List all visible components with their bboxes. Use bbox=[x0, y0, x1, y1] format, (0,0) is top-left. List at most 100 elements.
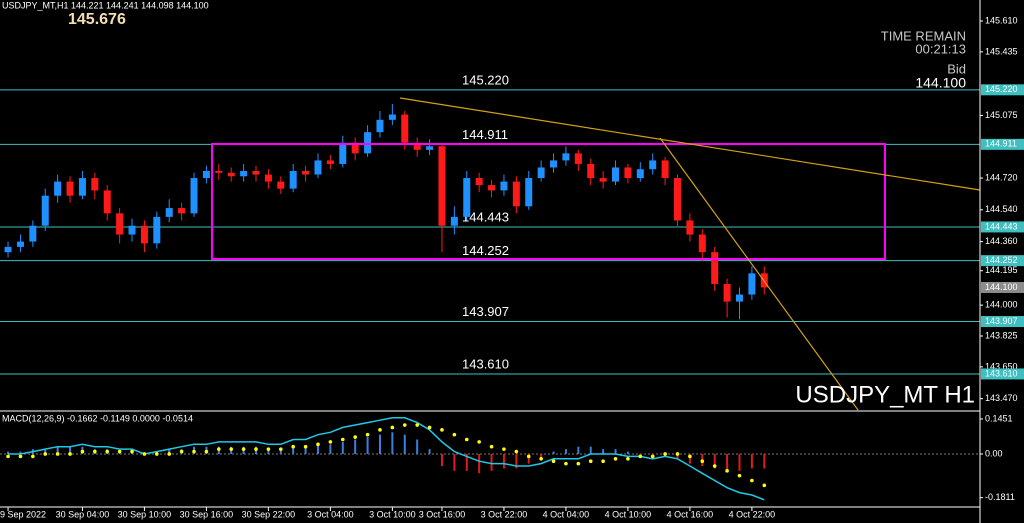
signal-dot bbox=[514, 449, 519, 454]
signal-dot bbox=[750, 478, 754, 483]
candle-body bbox=[587, 163, 595, 179]
candle-body bbox=[153, 216, 161, 244]
x-tick-label: 3 Oct 16:00 bbox=[419, 509, 466, 519]
candle-body bbox=[698, 234, 706, 253]
signal-dot bbox=[551, 459, 556, 464]
signal-dot bbox=[402, 423, 407, 427]
histogram-bar bbox=[279, 449, 282, 454]
signal-dot bbox=[737, 473, 742, 478]
candle-body bbox=[550, 160, 558, 168]
price-display: 145.676 bbox=[68, 11, 126, 28]
signal-dot bbox=[564, 461, 568, 466]
level-label: 143.907 bbox=[462, 304, 509, 319]
y-tick-label: 144.720 bbox=[985, 172, 1018, 182]
candle-body bbox=[41, 195, 49, 226]
range-box bbox=[211, 143, 886, 260]
signal-dot bbox=[340, 437, 345, 442]
signal-dot bbox=[291, 444, 295, 449]
signal-dot bbox=[266, 447, 271, 451]
level-tag-label: 143.907 bbox=[985, 316, 1018, 326]
level-label: 144.252 bbox=[462, 243, 509, 258]
histogram-bar bbox=[316, 444, 319, 454]
signal-dot bbox=[303, 444, 308, 449]
candle-body bbox=[525, 178, 533, 207]
time-remain-label: TIME REMAIN bbox=[881, 28, 966, 43]
signal-dot bbox=[229, 447, 234, 451]
candle-body bbox=[463, 178, 471, 217]
signal-dot bbox=[539, 456, 543, 461]
y-tick-label: 144.540 bbox=[985, 204, 1018, 214]
candle-body bbox=[711, 252, 719, 284]
histogram-bar bbox=[19, 451, 22, 454]
candle-body bbox=[78, 178, 86, 196]
signal-dot bbox=[192, 449, 196, 454]
level-tag-label: 145.220 bbox=[985, 84, 1018, 94]
signal-dot bbox=[328, 440, 333, 444]
bid-tag bbox=[981, 281, 1024, 293]
candle-body bbox=[674, 178, 682, 221]
histogram-bar bbox=[391, 432, 394, 454]
histogram-bar bbox=[329, 444, 332, 454]
level-label: 145.220 bbox=[462, 72, 509, 87]
y-tick-label: 143.470 bbox=[985, 393, 1018, 403]
histogram-bar bbox=[168, 449, 171, 454]
watermark: USDJPY_MT H1 bbox=[795, 381, 975, 408]
candle-body bbox=[289, 171, 297, 189]
signal-dot bbox=[390, 425, 395, 430]
macd-title: MACD(12,26,9) -0.1662 -0.1149 0.0000 -0.… bbox=[2, 413, 193, 423]
bid-label: Bid bbox=[947, 61, 966, 76]
candle-body bbox=[165, 208, 173, 217]
signal-dot bbox=[588, 459, 593, 464]
histogram-bar bbox=[490, 453, 493, 471]
signal-dot bbox=[217, 447, 221, 451]
level-tag-label: 144.911 bbox=[985, 139, 1017, 149]
signal-dot bbox=[638, 454, 643, 459]
signal-dot bbox=[80, 449, 85, 454]
histogram-bar bbox=[738, 453, 741, 471]
candle-body bbox=[4, 246, 12, 253]
candle-body bbox=[450, 216, 458, 226]
candle-body bbox=[748, 273, 756, 295]
histogram-bar bbox=[688, 453, 691, 464]
histogram-bar bbox=[416, 439, 419, 454]
histogram-bar bbox=[69, 446, 72, 454]
chart-title: USDJPY_MT,H1 144.221 144.241 144.098 144… bbox=[2, 0, 209, 10]
candle-body bbox=[636, 169, 644, 179]
histogram-bar bbox=[478, 453, 481, 474]
candle-body bbox=[612, 167, 620, 182]
level-tag-label: 144.443 bbox=[985, 221, 1018, 231]
signal-dot bbox=[712, 464, 717, 468]
level-tag bbox=[981, 138, 1024, 150]
x-tick-label: 3 Oct 10:00 bbox=[369, 509, 416, 519]
candle-body bbox=[500, 181, 508, 191]
signal-dot bbox=[117, 449, 122, 454]
candle-body bbox=[364, 132, 372, 154]
histogram-bar bbox=[564, 449, 567, 454]
x-tick-label: 3 Oct 04:00 bbox=[307, 509, 354, 519]
candle-body bbox=[202, 171, 210, 179]
candle-body bbox=[735, 294, 743, 302]
y-tick-label: 144.195 bbox=[985, 265, 1018, 275]
candle-body bbox=[686, 220, 694, 235]
y-tick-label: 0.00 bbox=[985, 448, 1003, 458]
signal-dot bbox=[576, 461, 581, 466]
candle-body bbox=[252, 171, 260, 175]
candle-body bbox=[227, 172, 235, 177]
bid-value: 144.100 bbox=[915, 75, 966, 91]
histogram-bar bbox=[44, 449, 47, 454]
signal-dot bbox=[601, 459, 605, 464]
signal-dot bbox=[43, 452, 48, 456]
level-tag-label: 143.610 bbox=[985, 368, 1018, 378]
candle-body bbox=[240, 171, 248, 177]
signal-dot bbox=[130, 449, 134, 454]
macd-line bbox=[8, 417, 765, 501]
signal-dot bbox=[179, 449, 184, 454]
x-tick-label: 30 Sep 22:00 bbox=[242, 509, 296, 519]
histogram-bar bbox=[378, 434, 381, 454]
signal-dot bbox=[142, 452, 147, 456]
x-tick-label: 30 Sep 04:00 bbox=[56, 509, 110, 519]
price-plot: 145.220 144.911 144.443 144.252 143.907 143.6… bbox=[0, 72, 980, 375]
candle-body bbox=[190, 178, 198, 214]
